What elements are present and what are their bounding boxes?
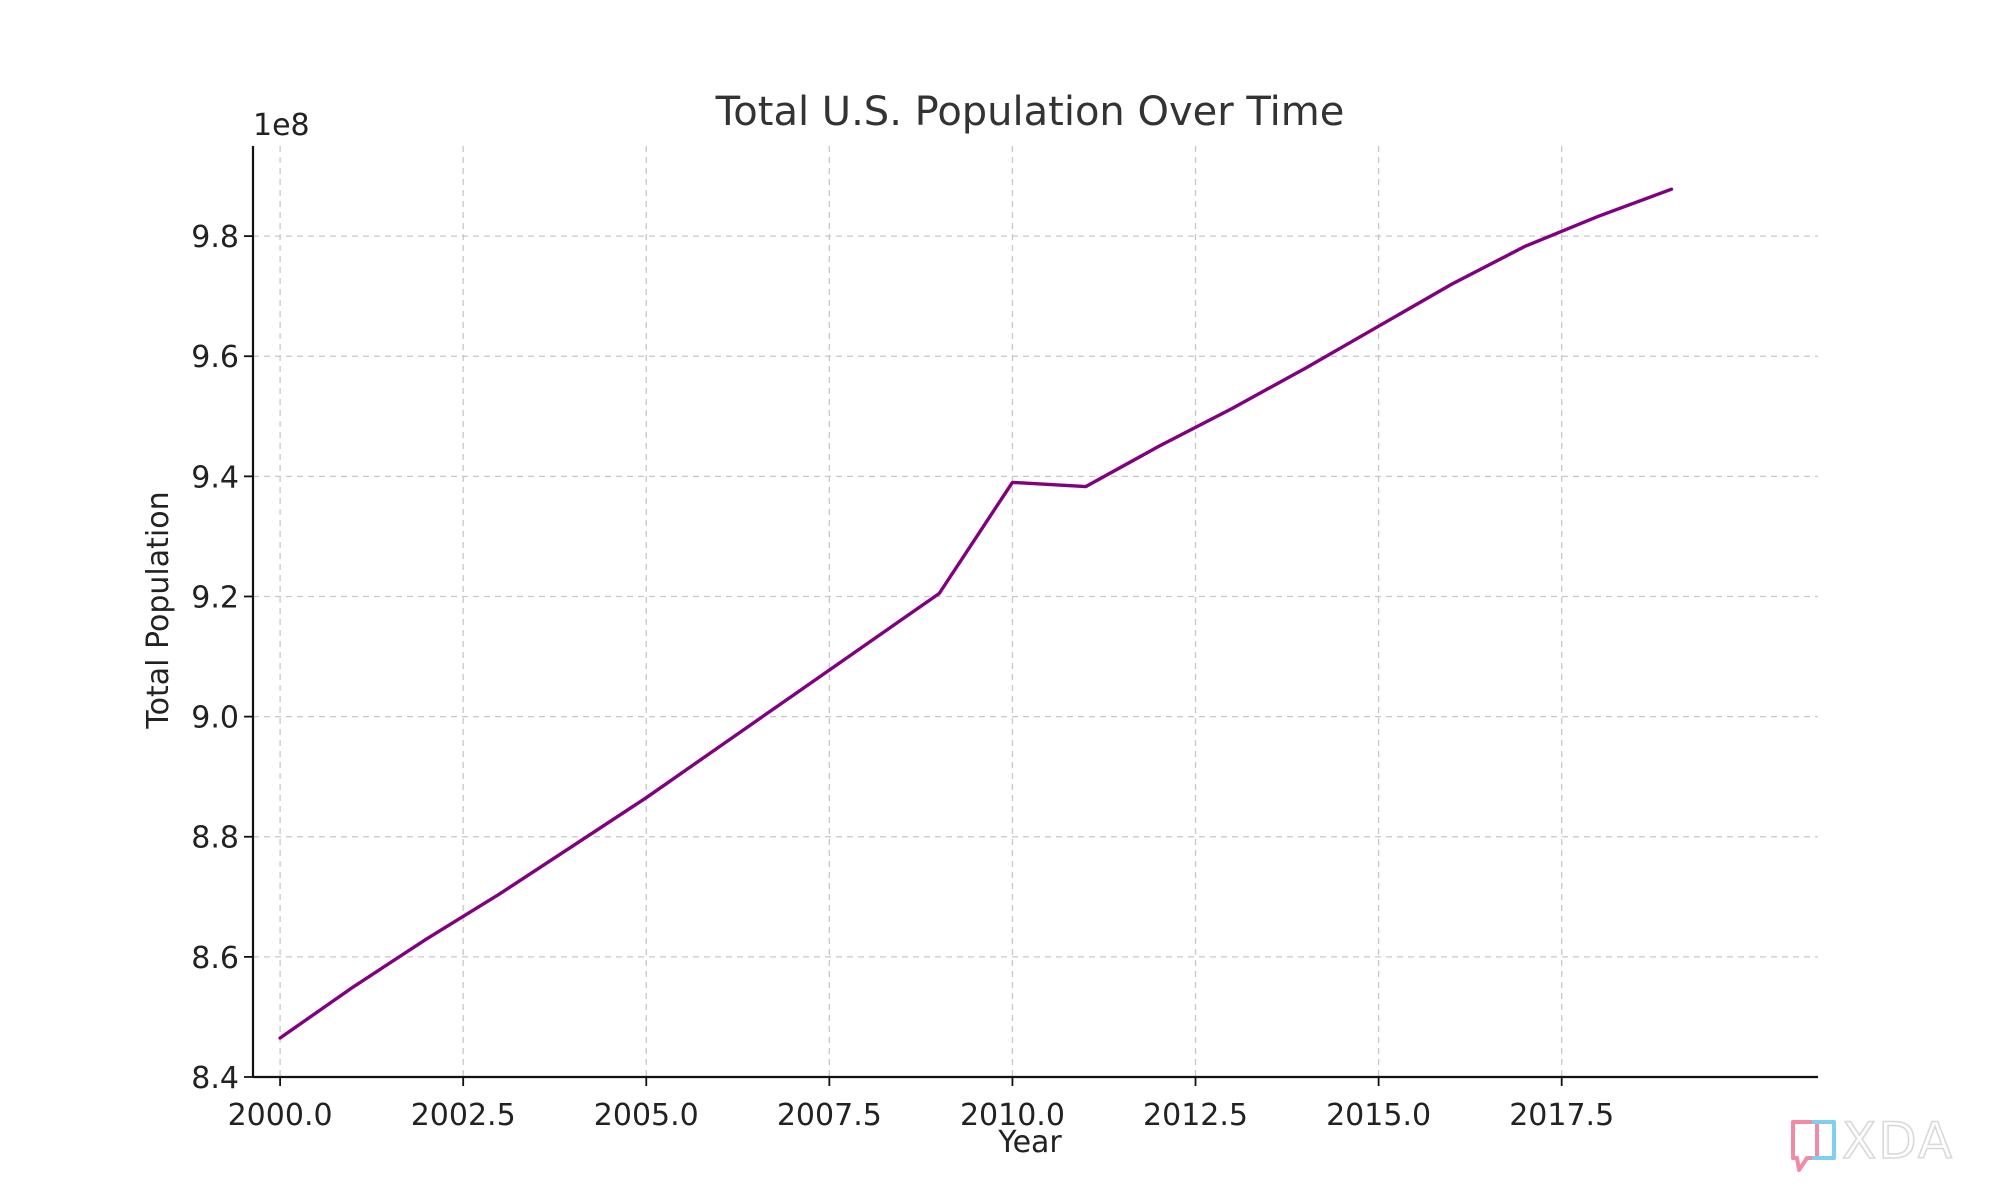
xda-logo-mark-pink [1791, 1120, 1819, 1172]
y-tick-label: 8.4 [191, 1061, 239, 1096]
y-axis-offset-label: 1e8 [253, 108, 310, 143]
y-tick-label: 9.6 [191, 340, 239, 375]
xda-logo-text: XDA [1842, 1112, 1954, 1170]
chart-title: Total U.S. Population Over Time [715, 89, 1345, 135]
y-tick-label: 9.0 [191, 701, 239, 736]
x-tick-label: 2017.5 [1509, 1098, 1614, 1133]
x-tick-label: 2002.5 [411, 1098, 516, 1133]
xda-logo-mark-blue [1812, 1120, 1836, 1160]
axes-layer [251, 146, 1818, 1079]
y-tick-label: 8.6 [191, 941, 239, 976]
x-tick-label: 2000.0 [228, 1098, 333, 1133]
x-tick-label: 2015.0 [1326, 1098, 1431, 1133]
x-tick-label: 2010.0 [960, 1098, 1065, 1133]
series-line [278, 187, 1674, 1040]
xda-logo: XDA [1791, 1111, 1954, 1172]
x-tick-label: 2012.5 [1143, 1098, 1248, 1133]
grid-layer [253, 146, 1818, 1078]
x-tick-label: 2007.5 [777, 1098, 882, 1133]
series-layer [278, 187, 1674, 1040]
y-axis-label: Total Population [141, 491, 176, 729]
y-tick-label: 9.2 [191, 580, 239, 615]
ticks-layer: 2000.0 2002.5 2005.0 2007.5 2010.0 2012.5 2015… [191, 220, 1614, 1133]
y-tick-label: 9.4 [191, 460, 239, 495]
y-tick-label: 8.8 [191, 821, 239, 856]
y-tick-label: 9.8 [191, 220, 239, 255]
x-axis-label: Year [997, 1125, 1062, 1160]
x-tick-label: 2005.0 [594, 1098, 699, 1133]
